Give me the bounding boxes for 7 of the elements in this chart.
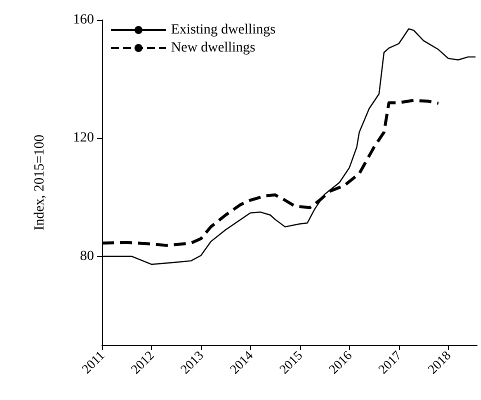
- y-axis-title: Index, 2015=100: [32, 134, 48, 230]
- y-tick-label: 120: [73, 130, 94, 146]
- legend-label: New dwellings: [171, 40, 256, 56]
- y-tick-label: 160: [73, 12, 94, 28]
- legend-label: Existing dwellings: [171, 22, 276, 38]
- x-tick-label: 2011: [78, 348, 108, 376]
- y-tick-label: 80: [80, 248, 94, 264]
